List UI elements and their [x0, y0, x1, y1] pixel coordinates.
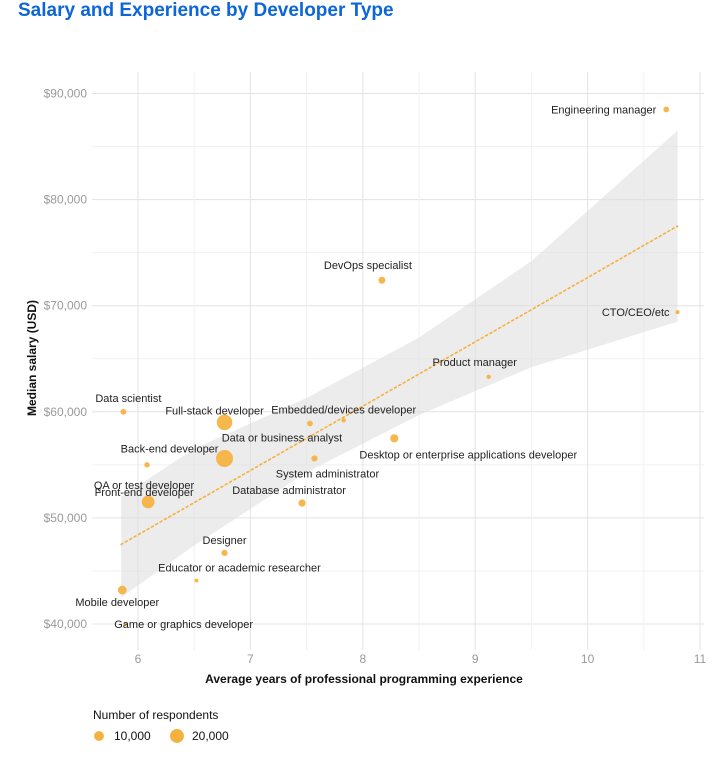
data-point	[307, 420, 313, 427]
point-label: System administrator	[276, 468, 380, 480]
point-label: Data or business analyst	[222, 432, 342, 444]
data-point	[675, 310, 680, 315]
y-tick-label: $90,000	[44, 87, 88, 101]
x-tick-label: 10	[581, 652, 595, 666]
y-tick-label: $40,000	[44, 617, 88, 631]
legend-items: 10,000 20,000	[94, 729, 229, 743]
legend-title: Number of respondents	[93, 708, 218, 722]
data-point	[216, 449, 234, 467]
data-point	[298, 499, 306, 507]
data-point	[486, 374, 491, 379]
y-tick-label: $80,000	[44, 193, 88, 207]
trend-line	[120, 225, 679, 546]
data-point	[311, 455, 318, 462]
data-point	[117, 585, 127, 595]
x-tick-label: 8	[359, 652, 366, 666]
trend-line-layer	[120, 225, 679, 546]
data-point	[221, 549, 228, 557]
point-label: Game or graphics developer	[114, 619, 253, 631]
point-label: Engineering manager	[551, 104, 657, 116]
data-point	[144, 462, 150, 468]
x-tick-label: 6	[135, 652, 142, 666]
data-point	[141, 495, 155, 509]
confidence-band-layer	[121, 130, 678, 598]
data-point	[390, 434, 399, 443]
data-point	[341, 418, 346, 423]
y-tick-label: $60,000	[44, 405, 88, 419]
point-label: Embedded/devices developer	[271, 404, 416, 416]
data-point	[120, 408, 127, 415]
y-tick-label: $50,000	[44, 511, 88, 525]
legend: Number of respondents 10,000 20,000	[93, 708, 229, 743]
data-point	[194, 578, 199, 583]
point-label: QA or test developer	[94, 480, 195, 492]
x-axis-title: Average years of professional programmin…	[205, 672, 523, 686]
data-point	[123, 622, 128, 626]
legend-label: 10,000	[114, 729, 151, 743]
point-label: Data scientist	[95, 393, 161, 405]
point-label: Database administrator	[232, 485, 346, 497]
x-tick-label: 7	[247, 652, 254, 666]
point-label: Designer	[203, 535, 247, 547]
data-point	[216, 414, 233, 431]
y-tick-label: $70,000	[44, 299, 88, 313]
legend-swatch	[170, 729, 184, 743]
point-label: Educator or academic researcher	[158, 562, 321, 574]
point-label: DevOps specialist	[324, 260, 412, 272]
point-label: Mobile developer	[75, 597, 159, 609]
point-label: Product manager	[432, 357, 517, 369]
point-label: Back-end developer	[121, 443, 219, 455]
points-layer	[117, 106, 680, 626]
tick-labels-layer: $40,000 $50,000 $60,000 $70,000 $80,000 $90,0…	[44, 87, 707, 667]
data-point	[378, 276, 386, 284]
x-tick-label: 11	[694, 652, 707, 666]
y-axis-title: Median salary (USD)	[25, 300, 39, 416]
point-label: Full-stack developer	[165, 405, 264, 417]
legend-swatch	[94, 731, 104, 741]
data-point	[663, 106, 670, 113]
point-label: CTO/CEO/etc	[602, 307, 670, 319]
point-label: Desktop or enterprise applications devel…	[359, 449, 577, 461]
point-labels-layer: Engineering manager DevOps specialist CTO/…	[75, 104, 670, 631]
confidence-band	[121, 130, 678, 598]
chart-title: Salary and Experience by Developer Type	[18, 0, 394, 21]
point-label: Front-end developer	[95, 487, 194, 499]
legend-label: 20,000	[192, 729, 229, 743]
x-tick-label: 9	[472, 652, 479, 666]
